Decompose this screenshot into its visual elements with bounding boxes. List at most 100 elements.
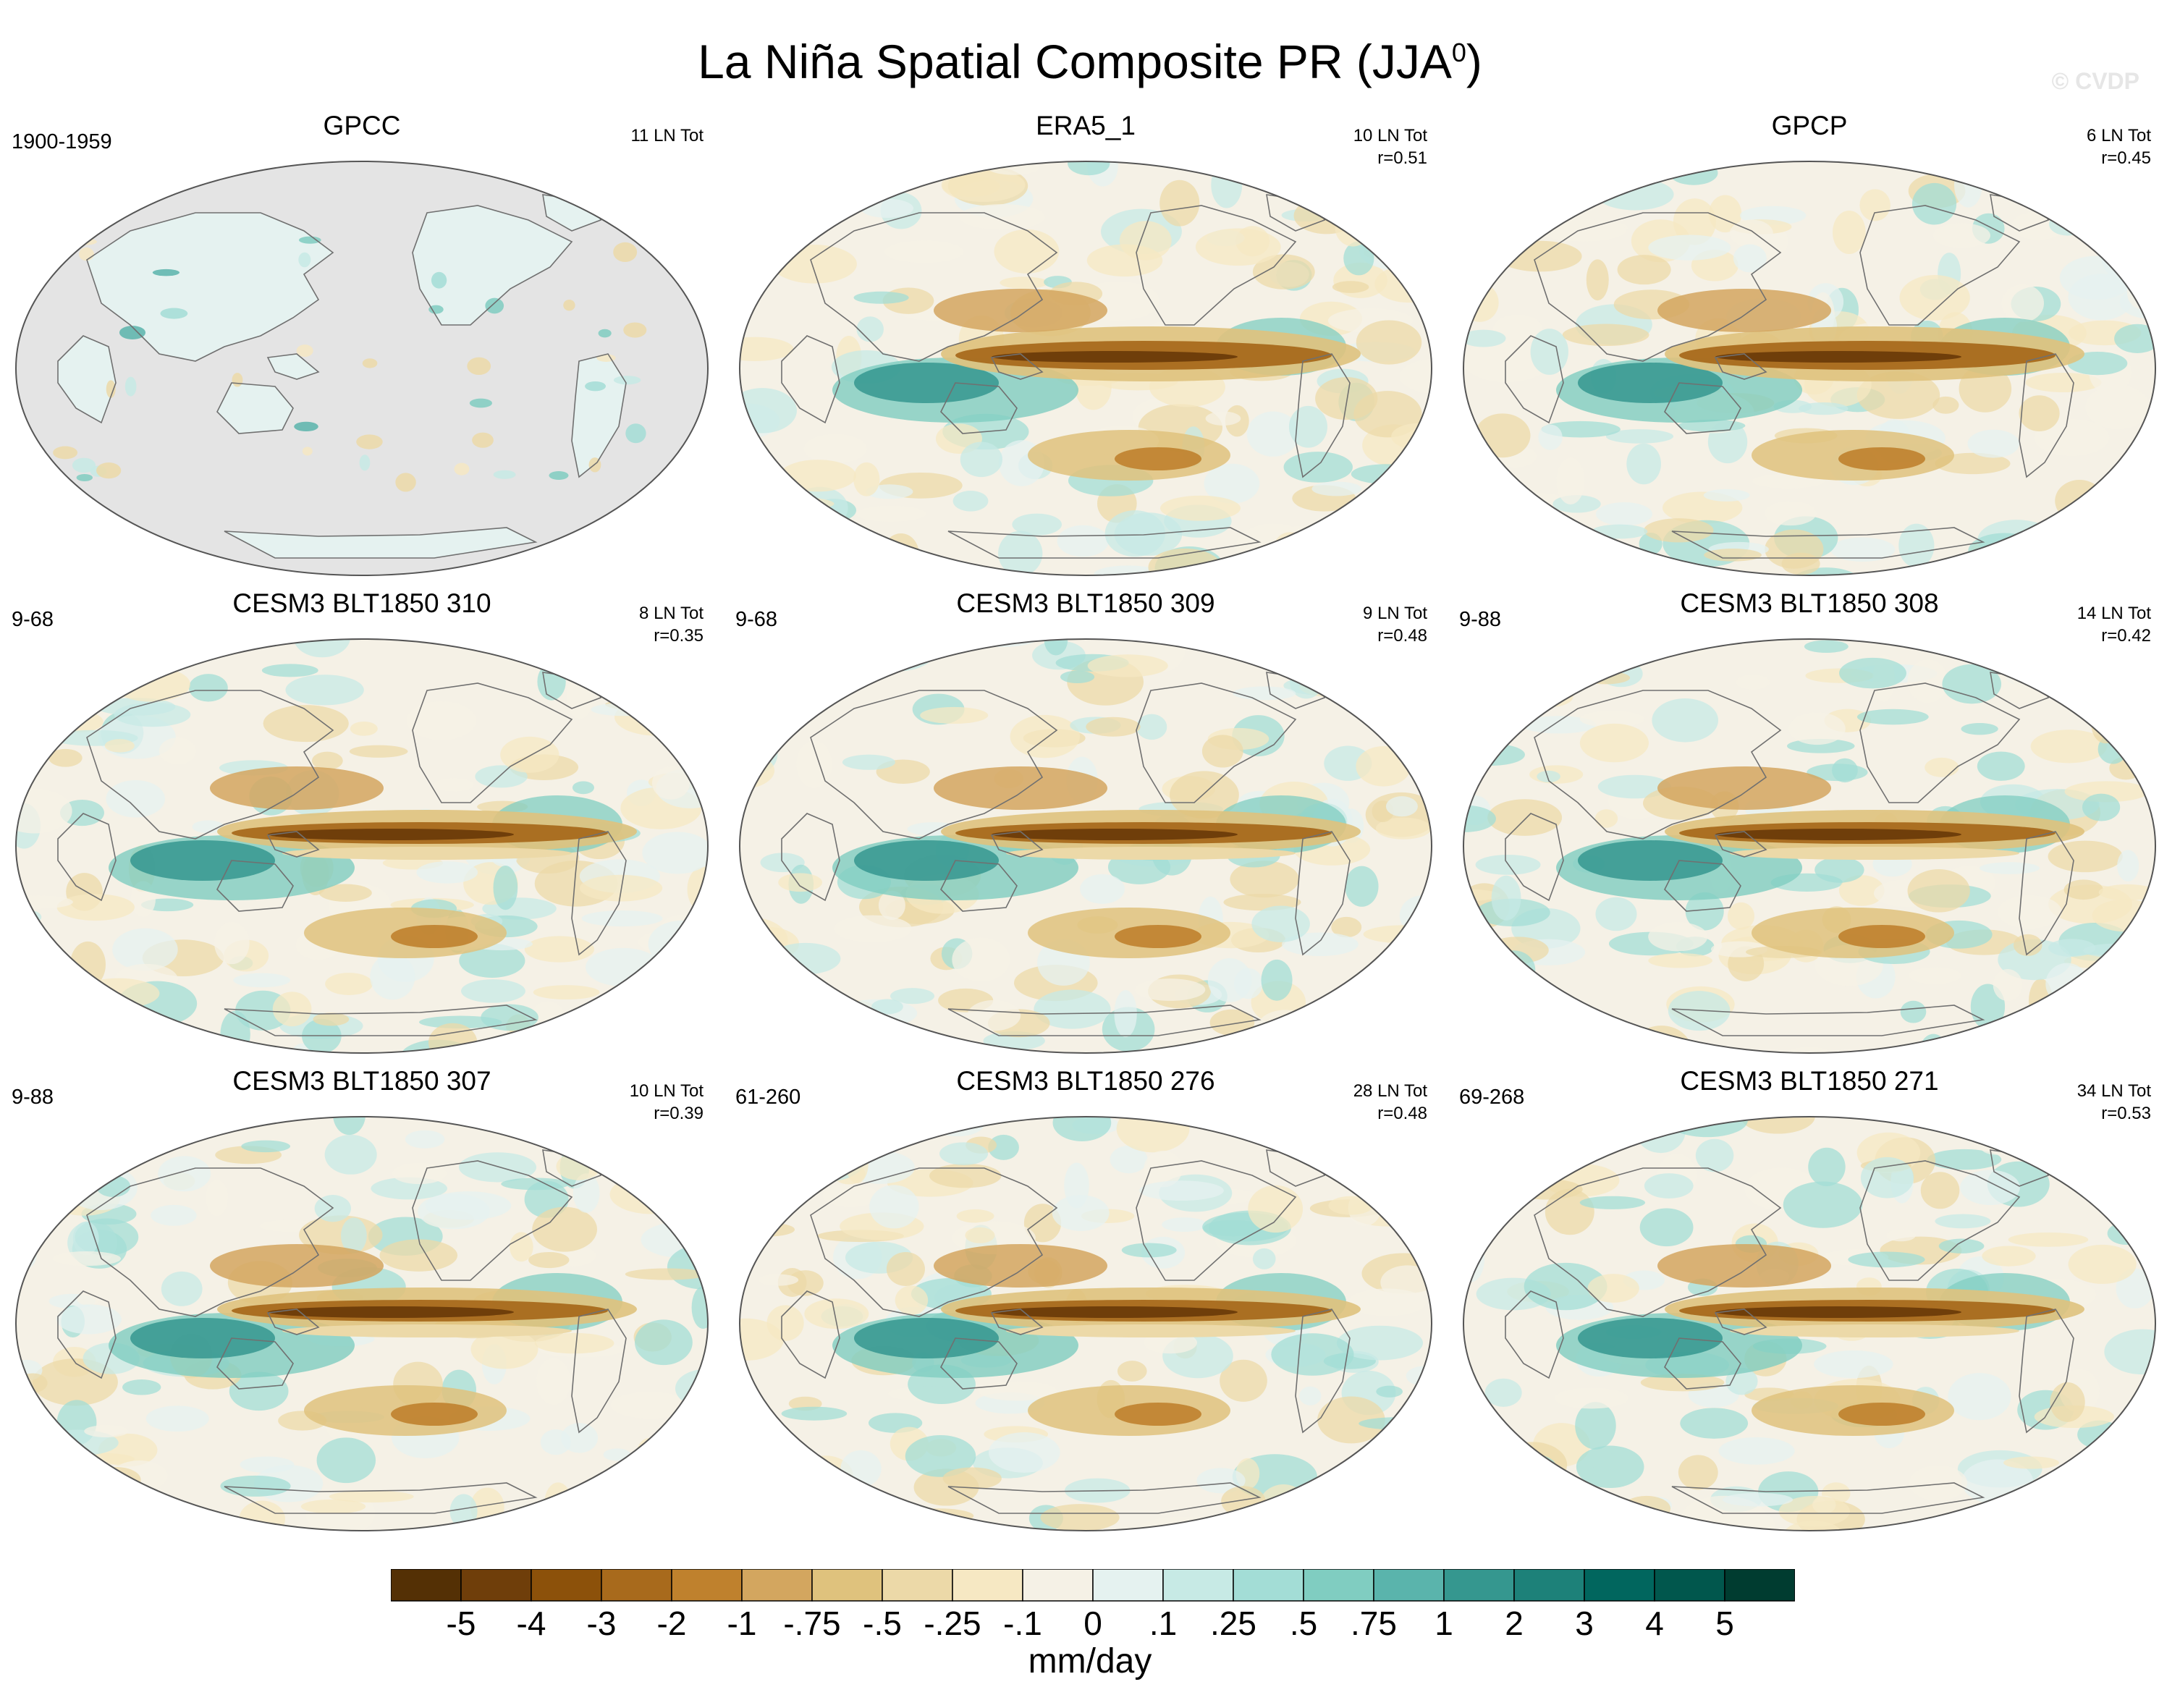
precip-blob (1261, 959, 1293, 1001)
precip-blob (475, 765, 528, 788)
precip-blob (481, 1004, 538, 1031)
precip-blob (1556, 457, 1585, 504)
precip-blob (960, 441, 1002, 478)
precip-blob (52, 1251, 122, 1267)
precip-blob (340, 1217, 367, 1253)
precip-blob (1463, 931, 1496, 963)
map-border (739, 638, 1432, 1054)
precip-blob (626, 1028, 708, 1047)
precip-blob (1010, 714, 1081, 758)
precip-blob (820, 164, 871, 184)
precip-blob (1581, 671, 1631, 685)
continent-outline (571, 831, 627, 956)
precip-blob (1466, 1125, 1524, 1162)
precip-blob (56, 1304, 122, 1335)
map-panel-cesm3-307: CESM3 BLT1850 307 9-88 10 LN Tot r=0.39 (7, 1064, 717, 1531)
precip-blob (1374, 265, 1432, 303)
precip-blob (1492, 211, 1521, 233)
precip-blob (1539, 1044, 1590, 1053)
precip-blob (2102, 175, 2155, 210)
precip-blob (1328, 1196, 1374, 1215)
precip-blob (469, 398, 492, 408)
precip-blob (1463, 165, 1491, 208)
precip-blob (693, 973, 708, 987)
precip-blob (740, 1029, 748, 1051)
panel-stats: 28 LN Tot r=0.48 (1353, 1080, 1427, 1125)
map-border (1463, 1116, 2156, 1531)
precip-blob (1281, 545, 1311, 572)
precip-blob (1294, 533, 1361, 572)
colorbar-swatch (1443, 1569, 1515, 1602)
precip-blob (1644, 518, 1714, 543)
precip-blob (926, 571, 994, 575)
precip-blob (1977, 751, 2025, 781)
precip-blob (869, 1185, 919, 1229)
precip-blob (1463, 953, 1490, 983)
precip-blob (1246, 411, 1299, 457)
precip-blob (884, 240, 964, 263)
precip-blob (2025, 372, 2102, 393)
precip-blob (493, 866, 518, 910)
wet-anomaly-region (854, 840, 999, 881)
precip-blob (1207, 958, 1252, 1002)
precip-blob (302, 447, 313, 456)
precip-blob (1830, 537, 1896, 562)
precip-blob (1900, 1000, 1927, 1023)
precip-blob (370, 953, 415, 1000)
precip-blob (842, 754, 895, 770)
dry-anomaly-core (268, 1306, 514, 1318)
precip-blob (1279, 1496, 1317, 1519)
precip-blob (659, 1138, 708, 1153)
precip-blob (1491, 875, 1521, 921)
precip-blob (96, 1175, 131, 1198)
precip-blob (2117, 850, 2139, 882)
precip-blob (1463, 177, 1479, 199)
precip-blob (1501, 1453, 1556, 1479)
precip-blob (1343, 241, 1374, 276)
precip-anomaly-map (1463, 638, 2156, 1054)
precip-blob (1848, 1251, 1925, 1268)
continent-outline (216, 382, 294, 434)
colorbar-tick-label: 4 (1645, 1605, 1664, 1642)
precip-blob (72, 1221, 99, 1256)
continent-outline (1859, 682, 2021, 803)
precip-blob (2132, 664, 2155, 697)
precip-blob (1220, 639, 1254, 646)
precip-blob (2061, 1487, 2142, 1520)
precip-blob (1220, 1359, 1267, 1402)
panel-title: GPCP (1771, 111, 1848, 140)
precip-anomaly-map (15, 161, 709, 576)
precip-blob (820, 1031, 866, 1053)
precip-blob (1136, 714, 1167, 740)
precip-blob (1967, 429, 2019, 458)
precip-blob (740, 337, 794, 361)
precip-blob (1252, 254, 1315, 289)
map-field (16, 161, 708, 575)
precip-blob (1961, 722, 1998, 735)
continent-outline (1505, 813, 1564, 902)
precip-blob (1346, 1470, 1422, 1496)
colorbar-tick-label: .1 (1149, 1605, 1178, 1642)
precip-blob (683, 1180, 708, 1193)
precip-blob (603, 1448, 631, 1461)
precip-blob (232, 373, 243, 387)
precip-blob (1463, 1199, 1499, 1248)
precip-blob (1492, 950, 1536, 989)
precip-blob (1807, 764, 1868, 782)
precip-blob (272, 992, 312, 1027)
precip-blob (1860, 1157, 1914, 1198)
dry-anomaly-tongue (282, 1324, 572, 1337)
precip-blob (350, 722, 378, 736)
panel-stats: 11 LN Tot (630, 124, 704, 147)
colorbar-tick-label: -5 (446, 1605, 476, 1642)
precip-blob (1960, 1170, 2020, 1206)
precip-blob (1969, 1128, 2027, 1153)
precip-blob (939, 1142, 989, 1165)
continent-outline (1664, 1337, 1741, 1390)
precip-blob (1405, 165, 1432, 184)
precip-blob (781, 1406, 848, 1421)
precip-blob (1463, 743, 1525, 766)
dry-anomaly-core (1715, 829, 1961, 840)
map-panel-gpcc: GPCC 1900-1959 11 LN Tot (7, 109, 717, 576)
precip-blob (1985, 556, 2037, 575)
